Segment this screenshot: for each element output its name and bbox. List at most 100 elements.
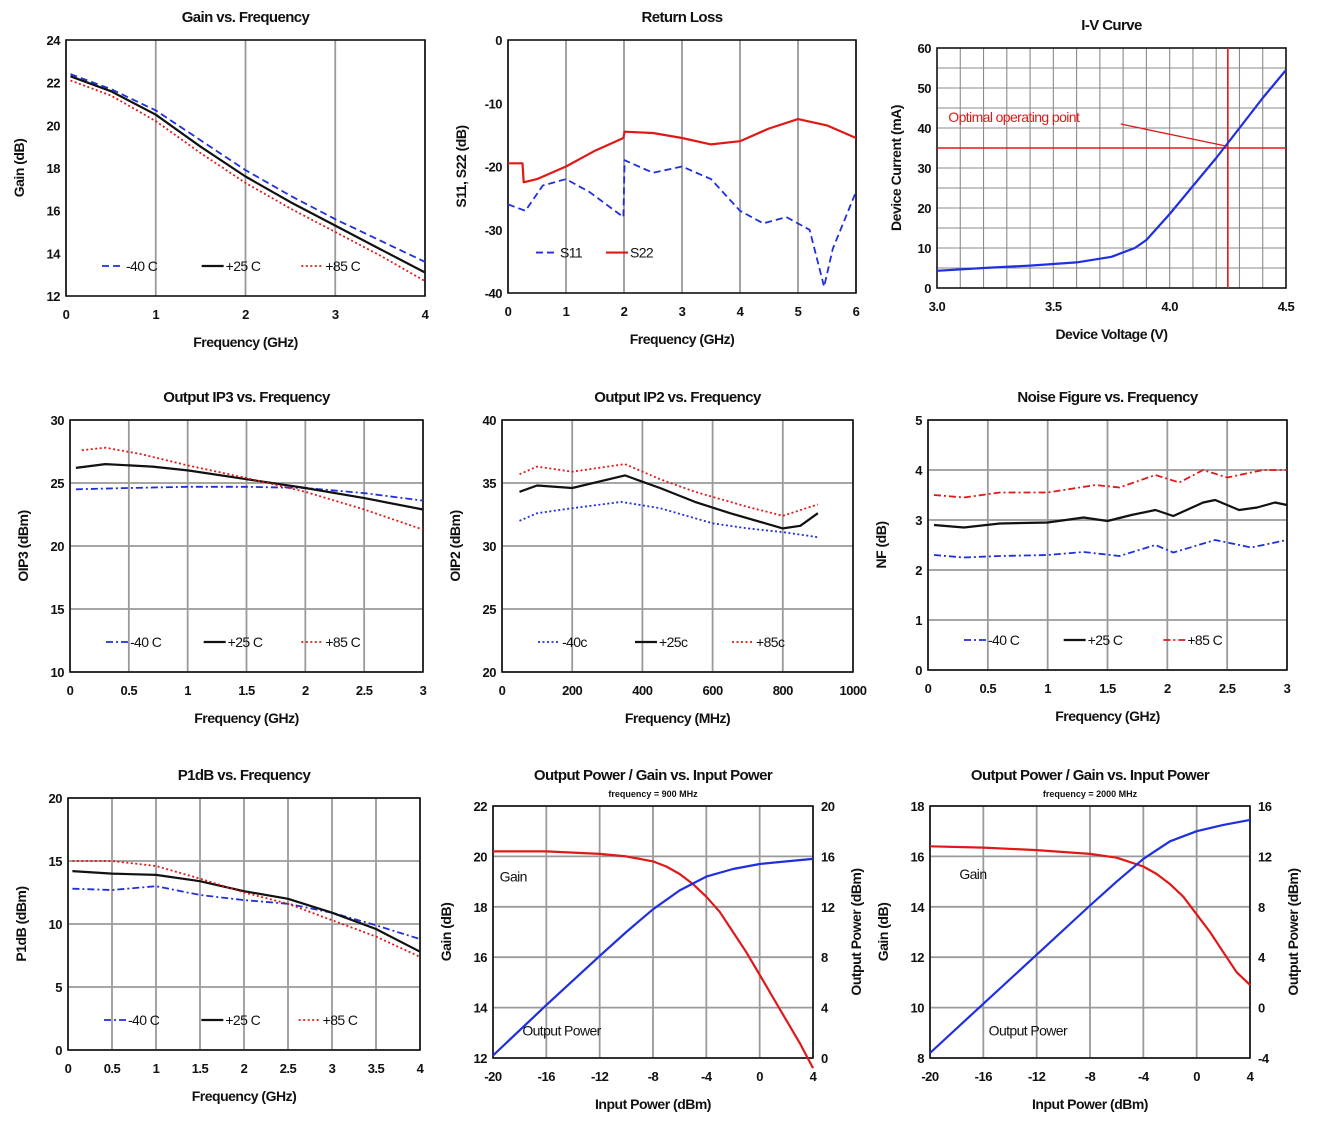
- chart-iv: Optimal operating point 3.0 3.5 4.0 4.5 0 10 20…: [888, 17, 1295, 342]
- plot-frame: [927, 419, 1288, 671]
- x-tick-label: 4: [1247, 1069, 1255, 1084]
- chart-oip2: 0 200 400 600 800 1000 20 25 30 35 40 Output IP2 vs…: [447, 389, 867, 726]
- annotation-0: Gain: [959, 866, 986, 882]
- x-tick-label: 1: [563, 304, 570, 319]
- y-axis-label: Device Current (mA): [888, 105, 904, 231]
- y-tick-label: 14: [911, 900, 926, 915]
- legend-label-0: -40c: [562, 634, 587, 650]
- y-axis-label: S11, S22 (dB): [453, 125, 469, 207]
- legend-label-0: -40 C: [130, 634, 162, 650]
- y2-axis-label: Output Power (dBm): [848, 868, 864, 995]
- x-tick-label: 1: [152, 307, 159, 322]
- chart-title: Gain vs. Frequency: [182, 9, 311, 26]
- y-tick-label: -40: [485, 286, 503, 301]
- y2-tick-label: 4: [821, 1001, 829, 1016]
- y-tick-label: 10: [51, 665, 65, 680]
- y2-tick-label: 16: [1258, 799, 1272, 814]
- chart-oip3: 0 0.5 1 1.5 2 2.5 3 10 15 20 25 30 Output IP3 vs. Fr…: [15, 389, 427, 726]
- x-tick-label: 3.0: [929, 299, 946, 314]
- legend-label-1: +25 C: [1088, 632, 1123, 648]
- y-tick-label: 2: [915, 563, 922, 578]
- y-tick-label: 12: [474, 1051, 488, 1066]
- series-line-1: [75, 463, 424, 511]
- y2-tick-label: 12: [821, 900, 835, 915]
- plot-frame: [65, 39, 426, 297]
- x-tick-label: 0.5: [980, 681, 997, 696]
- x-tick-label: 2: [302, 683, 309, 698]
- y-tick-label: 16: [47, 204, 61, 219]
- x-tick-label: -12: [591, 1069, 609, 1084]
- series-line-1: [72, 870, 421, 953]
- series-line-0: [72, 885, 421, 940]
- y-tick-label: 0: [495, 33, 502, 48]
- x-axis-label: Frequency (MHz): [625, 710, 730, 726]
- x-tick-label: 3: [329, 1061, 336, 1076]
- x-tick-label: 0: [63, 307, 70, 322]
- y-axis-label: OIP3 (dBm): [15, 510, 31, 581]
- x-tick-label: 0: [756, 1069, 763, 1084]
- x-tick-label: 2.5: [280, 1061, 297, 1076]
- x-tick-label: 3: [420, 683, 427, 698]
- x-axis-label: Frequency (GHz): [192, 1088, 297, 1104]
- x-tick-label: -12: [1028, 1069, 1046, 1084]
- y-tick-label: 16: [474, 950, 488, 965]
- y-tick-label: 4: [915, 463, 923, 478]
- y-axis-label: NF (dB): [873, 521, 889, 568]
- series-line-1: [70, 75, 426, 274]
- y-tick-label: 14: [47, 246, 62, 261]
- x-tick-label: 1: [153, 1061, 160, 1076]
- legend-label-2: +85 C: [1187, 632, 1222, 648]
- y-axis-label: Gain (dB): [438, 903, 454, 962]
- chart-pout2000: Gain Output Power -20 -16 -12 -8 -4 0 4 8 10 12 14 16…: [875, 767, 1301, 1112]
- x-tick-label: 3.5: [1045, 299, 1062, 314]
- x-tick-label: 1.5: [238, 683, 255, 698]
- y-tick-label: 18: [47, 161, 61, 176]
- annotation-1: Output Power: [522, 1022, 601, 1038]
- y-tick-label: 0: [924, 281, 931, 296]
- series-line-1: [508, 117, 857, 184]
- series-line-1: [933, 498, 1288, 529]
- y-tick-label: 18: [911, 799, 925, 814]
- y-tick-label: 22: [474, 799, 488, 814]
- series-line-1: [492, 857, 814, 1057]
- series-line-0: [933, 539, 1288, 559]
- x-tick-label: 0: [65, 1061, 72, 1076]
- x-tick-label: -16: [975, 1069, 993, 1084]
- x-tick-label: 4.5: [1278, 299, 1295, 314]
- series-line-1: [519, 474, 819, 530]
- x-tick-label: 5: [795, 304, 802, 319]
- x-tick-label: 1.5: [192, 1061, 209, 1076]
- legend-label-2: +85c: [756, 634, 785, 650]
- y-tick-label: 25: [483, 602, 497, 617]
- y2-tick-label: 0: [821, 1051, 828, 1066]
- x-tick-label: 0: [499, 683, 506, 698]
- y-tick-label: 20: [51, 539, 65, 554]
- x-tick-label: 3: [1284, 681, 1291, 696]
- plot-frame: [67, 797, 421, 1051]
- x-tick-label: 400: [632, 683, 652, 698]
- x-tick-label: 1000: [840, 683, 867, 698]
- y-tick-label: 24: [47, 33, 62, 48]
- y2-tick-label: -4: [1258, 1051, 1270, 1066]
- y-tick-label: 12: [47, 289, 61, 304]
- y-tick-label: 15: [51, 602, 65, 617]
- operating-point-label: Optimal operating point: [948, 109, 1080, 125]
- y-tick-label: 18: [474, 900, 488, 915]
- x-tick-label: 0: [925, 681, 932, 696]
- y-tick-label: 40: [918, 121, 932, 136]
- series-line-0: [493, 850, 814, 1069]
- y-tick-label: 40: [483, 413, 497, 428]
- y-tick-label: -10: [485, 96, 503, 111]
- chart-title: Output IP2 vs. Frequency: [594, 389, 762, 406]
- y-tick-label: 1: [915, 613, 922, 628]
- legend-label-0: -40 C: [126, 258, 158, 274]
- series-line-0: [929, 845, 1251, 986]
- y-axis-label: OIP2 (dBm): [447, 510, 463, 581]
- series-line-2: [81, 446, 424, 531]
- chart-title: Return Loss: [642, 9, 723, 26]
- y-tick-label: 16: [911, 849, 925, 864]
- x-tick-label: 0.5: [104, 1061, 121, 1076]
- y-tick-label: 25: [51, 476, 65, 491]
- chart-title: Output Power / Gain vs. Input Power: [971, 767, 1210, 784]
- legend-label-2: +85 C: [325, 258, 360, 274]
